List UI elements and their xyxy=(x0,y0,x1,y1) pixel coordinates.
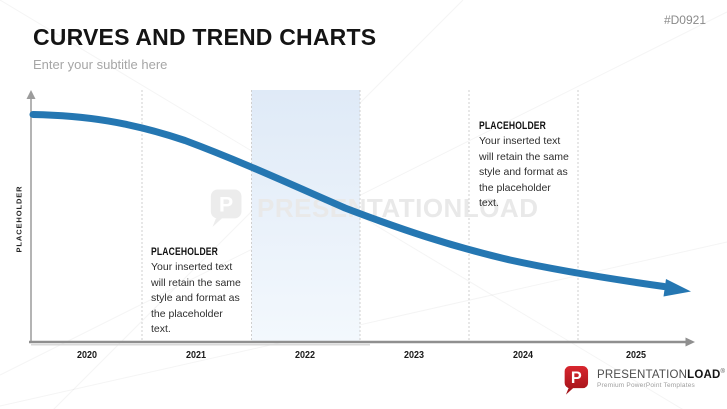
x-tick-2023: 2023 xyxy=(403,350,425,361)
x-tick-2024: 2024 xyxy=(512,350,534,361)
brand-logo-bubble-icon: P xyxy=(564,366,589,395)
brand-text-block: PRESENTATIONLOAD® Premium PowerPoint Tem… xyxy=(597,365,725,389)
svg-text:P: P xyxy=(571,369,582,387)
svg-text:P: P xyxy=(219,193,233,217)
watermark-logo-bubble-icon: P xyxy=(210,189,242,227)
annotation-2-body[interactable]: Your inserted text will retain the same … xyxy=(479,135,569,210)
x-tick-2025: 2025 xyxy=(625,350,647,361)
annotation-2-heading: PLACEHOLDER xyxy=(479,120,547,132)
annotation-note-1[interactable]: PLACEHOLDER Your inserted text will reta… xyxy=(151,246,245,338)
brand-name: PRESENTATIONLOAD® xyxy=(597,369,725,381)
presentationload-brand: P PRESENTATIONLOAD® Premium PowerPoint T… xyxy=(564,365,725,397)
registered-mark: ® xyxy=(720,369,726,376)
x-tick-2020: 2020 xyxy=(76,350,98,361)
annotation-note-2[interactable]: PLACEHOLDER Your inserted text will reta… xyxy=(479,120,573,212)
annotation-1-heading: PLACEHOLDER xyxy=(151,246,219,258)
x-tick-2021: 2021 xyxy=(185,350,207,361)
brand-tagline: Premium PowerPoint Templates xyxy=(597,382,695,389)
template-code: #D0921 xyxy=(663,13,706,27)
subtitle-placeholder[interactable]: Enter your subtitle here xyxy=(33,57,168,72)
brand-name-bold: LOAD xyxy=(687,369,721,381)
brand-name-regular: PRESENTATION xyxy=(597,369,688,381)
x-tick-2022: 2022 xyxy=(294,350,316,361)
annotation-1-body[interactable]: Your inserted text will retain the same … xyxy=(151,261,241,336)
page-title[interactable]: CURVES AND TREND CHARTS xyxy=(33,24,377,50)
y-axis-label-placeholder[interactable]: PLACEHOLDER xyxy=(14,185,24,253)
